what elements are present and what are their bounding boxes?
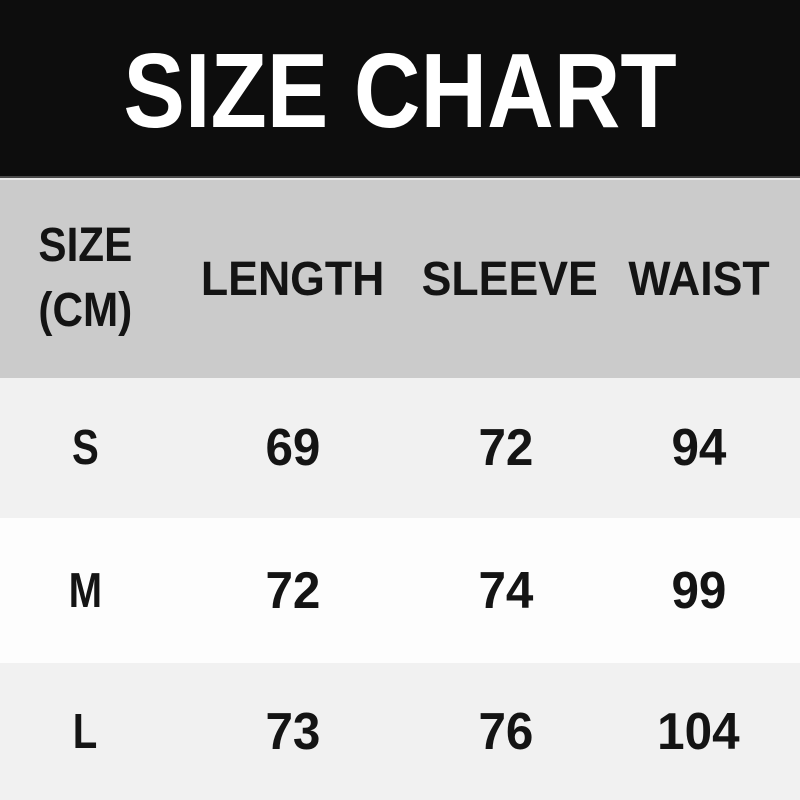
banner-divider-dark bbox=[0, 176, 800, 178]
table-header-row: SIZE (CM) LENGTH SLEEVE WAIST bbox=[0, 180, 800, 378]
cell-sleeve-l: 76 bbox=[415, 663, 597, 800]
cell-length-l: 73 bbox=[170, 663, 415, 800]
cell-sleeve-s: 72 bbox=[415, 378, 597, 518]
header-length-label: LENGTH bbox=[200, 252, 385, 306]
size-label-s: S bbox=[71, 421, 99, 475]
sleeve-value-m: 74 bbox=[478, 561, 534, 620]
page-title: SIZE CHART bbox=[123, 32, 677, 150]
size-label-l: L bbox=[72, 704, 98, 759]
waist-value-l: 104 bbox=[657, 702, 740, 761]
cell-length-m: 72 bbox=[170, 518, 415, 663]
length-value-s: 69 bbox=[265, 419, 320, 477]
table-row-size-s: S 69 72 94 bbox=[0, 378, 800, 518]
size-label-m: M bbox=[68, 563, 102, 618]
waist-value-s: 94 bbox=[671, 419, 726, 477]
cell-waist-s: 94 bbox=[597, 378, 800, 518]
header-size-cm: SIZE (CM) bbox=[0, 180, 170, 378]
header-size-cm-label: SIZE (CM) bbox=[38, 214, 132, 344]
header-size-line1: SIZE bbox=[38, 219, 132, 273]
sleeve-value-l: 76 bbox=[478, 702, 534, 761]
cell-sleeve-m: 74 bbox=[415, 518, 597, 663]
header-waist-label: WAIST bbox=[627, 252, 770, 306]
banner-divider-light bbox=[0, 178, 800, 180]
length-value-m: 72 bbox=[265, 561, 320, 620]
cell-waist-m: 99 bbox=[597, 518, 800, 663]
header-size-line2: (CM) bbox=[38, 284, 132, 337]
header-waist: WAIST bbox=[597, 180, 800, 378]
waist-value-m: 99 bbox=[671, 561, 726, 620]
size-chart-table: SIZE (CM) LENGTH SLEEVE WAIST S 69 72 94 … bbox=[0, 180, 800, 800]
header-sleeve: SLEEVE bbox=[415, 180, 598, 378]
table-row-size-m: M 72 74 99 bbox=[0, 518, 800, 663]
header-length: LENGTH bbox=[170, 180, 415, 378]
cell-size-m: M bbox=[0, 518, 170, 663]
table-row-size-l: L 73 76 104 bbox=[0, 663, 800, 800]
header-sleeve-label: SLEEVE bbox=[421, 252, 598, 306]
sleeve-value-s: 72 bbox=[478, 419, 534, 477]
cell-size-l: L bbox=[0, 663, 170, 800]
length-value-l: 73 bbox=[265, 702, 320, 761]
cell-waist-l: 104 bbox=[597, 663, 800, 800]
size-chart-banner: SIZE CHART bbox=[0, 0, 800, 176]
cell-length-s: 69 bbox=[170, 378, 415, 518]
cell-size-s: S bbox=[0, 378, 170, 518]
